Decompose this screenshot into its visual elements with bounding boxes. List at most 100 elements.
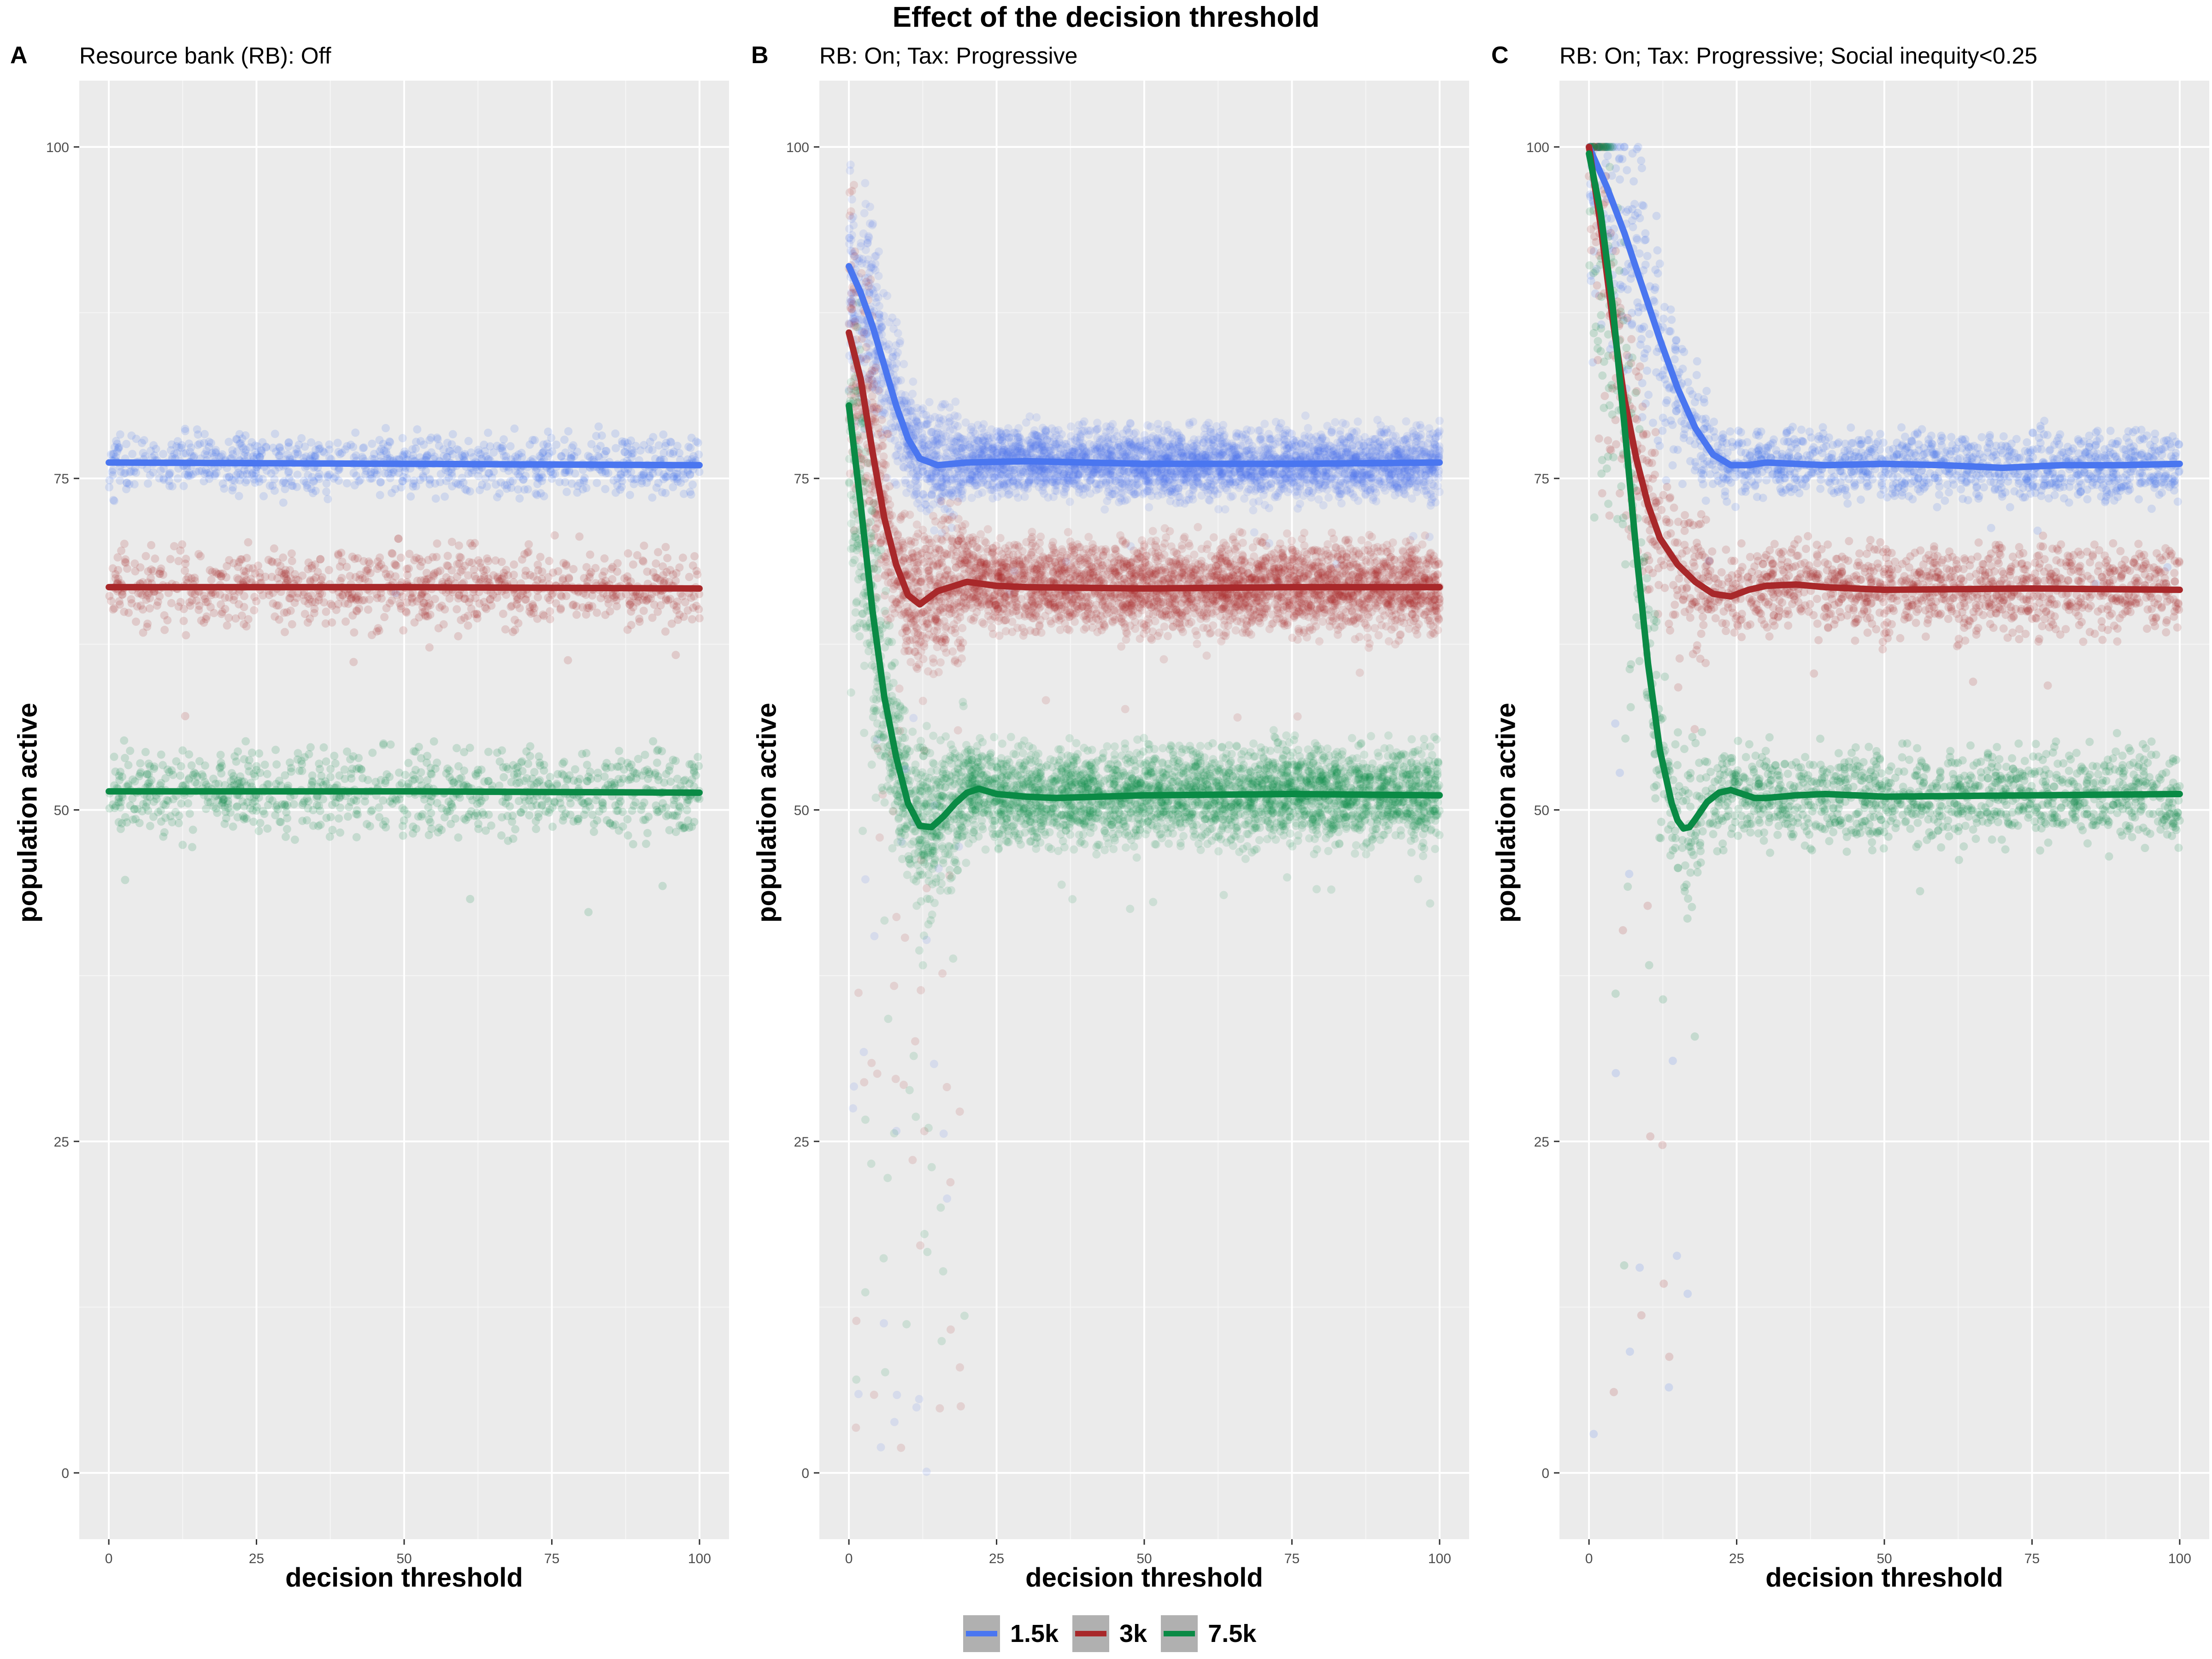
scatter-point	[133, 805, 141, 813]
scatter-point	[417, 437, 425, 445]
scatter-point	[459, 453, 468, 461]
scatter-point	[661, 489, 670, 497]
scatter-point	[846, 234, 854, 242]
scatter-point	[611, 429, 619, 438]
scatter-point	[1154, 420, 1162, 428]
scatter-point	[169, 771, 177, 779]
scatter-point	[588, 440, 596, 448]
scatter-point	[328, 601, 336, 610]
scatter-point	[182, 576, 190, 584]
scatter-point	[368, 440, 376, 448]
scatter-point	[564, 427, 572, 435]
scatter-point	[325, 566, 333, 574]
scatter-point	[107, 597, 115, 605]
scatter-point	[590, 828, 598, 836]
scatter-point	[416, 562, 424, 571]
scatter-point	[663, 554, 671, 562]
scatter-point	[626, 491, 634, 499]
scatter-point	[684, 443, 693, 451]
scatter-point	[330, 752, 338, 760]
scatter-point	[562, 562, 571, 570]
scatter-point	[440, 452, 448, 460]
scatter-point	[406, 492, 415, 500]
scatter-point	[167, 446, 175, 454]
scatter-point	[443, 439, 452, 447]
scatter-point	[126, 801, 135, 810]
scatter-point	[165, 482, 174, 490]
scatter-point	[870, 932, 878, 940]
scatter-point	[295, 767, 304, 775]
scatter-point	[569, 565, 577, 573]
scatter-point	[281, 485, 289, 493]
scatter-point	[561, 448, 570, 457]
scatter-point	[334, 439, 342, 447]
scatter-point	[172, 757, 181, 765]
scatter-point	[495, 489, 504, 498]
scatter-point	[951, 398, 959, 406]
scatter-point	[594, 423, 603, 431]
scatter-point	[453, 744, 461, 752]
scatter-point	[892, 341, 900, 350]
scatter-point	[255, 477, 264, 486]
scatter-point	[154, 808, 162, 817]
scatter-point	[166, 555, 175, 563]
scatter-point	[593, 609, 601, 617]
scatter-point	[649, 568, 657, 577]
scatter-point	[651, 769, 659, 777]
scatter-point	[224, 614, 233, 622]
scatter-point	[411, 775, 419, 783]
scatter-point	[334, 551, 342, 559]
scatter-point	[399, 477, 407, 485]
scatter-point	[525, 811, 534, 819]
scatter-point	[1412, 421, 1421, 429]
scatter-point	[178, 841, 187, 849]
scatter-point	[379, 796, 387, 805]
scatter-point	[335, 814, 343, 823]
scatter-point	[522, 747, 530, 756]
scatter-point	[535, 810, 543, 818]
scatter-point	[388, 489, 396, 497]
scatter-point	[328, 801, 336, 809]
scatter-point	[284, 468, 293, 477]
scatter-point	[368, 631, 376, 639]
scatter-point	[297, 434, 306, 442]
scatter-point	[184, 472, 193, 480]
scatter-point	[147, 565, 155, 574]
y-tick-label: 100	[46, 140, 69, 155]
scatter-point	[159, 761, 167, 769]
scatter-point	[191, 778, 200, 786]
scatter-point	[373, 466, 382, 474]
scatter-point	[632, 774, 641, 782]
scatter-point	[630, 475, 638, 483]
scatter-point	[216, 764, 224, 772]
scatter-point	[413, 425, 421, 434]
scatter-point	[611, 782, 619, 790]
scatter-point	[288, 557, 296, 565]
scatter-point	[631, 592, 640, 600]
scatter-point	[120, 608, 128, 616]
scatter-point	[925, 398, 934, 406]
scatter-point	[260, 810, 269, 818]
scatter-point	[121, 876, 129, 884]
scatter-point	[661, 628, 670, 636]
scatter-point	[144, 479, 152, 488]
scatter-point	[432, 553, 441, 561]
series-line-3k	[109, 587, 700, 588]
scatter-point	[560, 435, 569, 444]
scatter-point	[342, 563, 351, 571]
scatter-point	[611, 593, 619, 601]
scatter-point	[453, 560, 461, 568]
scatter-point	[671, 757, 680, 765]
scatter-point	[968, 494, 976, 502]
scatter-point	[322, 608, 330, 616]
scatter-point	[442, 573, 451, 582]
scatter-point	[413, 577, 422, 585]
scatter-point	[694, 762, 703, 770]
scatter-point	[283, 608, 291, 617]
scatter-point	[259, 591, 267, 600]
scatter-point	[634, 755, 642, 763]
scatter-point	[382, 424, 390, 432]
scatter-point	[544, 573, 553, 582]
scatter-point	[272, 780, 280, 788]
scatter-point	[447, 566, 456, 575]
